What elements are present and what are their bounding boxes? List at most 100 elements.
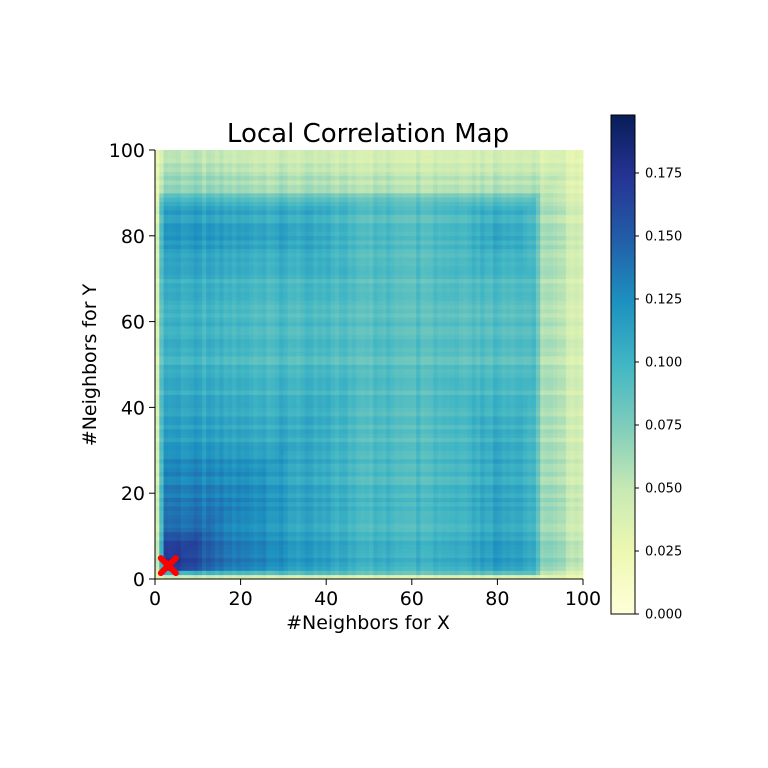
heatmap-cell xyxy=(458,446,464,451)
heatmap-cell xyxy=(330,557,336,563)
heatmap-cell xyxy=(167,433,173,438)
heatmap-cell xyxy=(257,385,263,391)
heatmap-cell xyxy=(257,403,263,408)
heatmap-cell xyxy=(296,437,301,443)
heatmap-cell xyxy=(296,540,301,546)
heatmap-cell xyxy=(232,553,237,558)
heatmap-cell xyxy=(518,574,524,580)
heatmap-cell xyxy=(253,377,259,383)
heatmap-cell xyxy=(291,574,297,580)
heatmap-cell xyxy=(578,471,584,477)
heatmap-cell xyxy=(394,407,400,413)
heatmap-cell xyxy=(223,377,229,383)
heatmap-cell xyxy=(467,424,473,430)
heatmap-cell xyxy=(249,463,254,468)
heatmap-cell xyxy=(232,514,237,520)
heatmap-cell xyxy=(518,398,524,404)
heatmap-cell xyxy=(544,527,550,533)
heatmap-cell xyxy=(428,493,434,498)
heatmap-cell xyxy=(304,454,310,460)
heatmap-cell xyxy=(403,527,408,533)
heatmap-cell xyxy=(548,403,554,408)
heatmap-cell xyxy=(321,467,327,473)
heatmap-cell xyxy=(330,377,336,383)
heatmap-cell xyxy=(189,570,194,576)
heatmap-cell xyxy=(458,415,464,421)
heatmap-cell xyxy=(561,377,567,383)
heatmap-cell xyxy=(574,446,580,451)
heatmap-cell xyxy=(227,450,233,455)
heatmap-cell xyxy=(386,420,391,425)
heatmap-cell xyxy=(544,510,550,516)
heatmap-cell xyxy=(424,433,430,438)
heatmap-cell xyxy=(321,394,327,400)
heatmap-cell xyxy=(347,446,353,451)
heatmap-cell xyxy=(476,544,481,550)
heatmap-cell xyxy=(561,476,567,481)
heatmap-cell xyxy=(296,553,301,558)
heatmap-cell xyxy=(193,484,199,490)
heatmap-cell xyxy=(386,428,391,434)
heatmap-cell xyxy=(202,433,207,438)
heatmap-cell xyxy=(193,433,199,438)
heatmap-cell xyxy=(527,407,533,413)
heatmap-cell xyxy=(163,433,169,438)
heatmap-cell xyxy=(343,484,348,490)
heatmap-cell xyxy=(441,574,447,580)
heatmap-cell xyxy=(210,433,216,438)
heatmap-cell xyxy=(189,381,194,387)
heatmap-cell xyxy=(257,544,263,550)
heatmap-cell xyxy=(163,424,169,430)
heatmap-cell xyxy=(488,488,494,494)
heatmap-cell xyxy=(257,480,263,486)
heatmap-cell xyxy=(304,428,310,434)
heatmap-cell xyxy=(317,514,323,520)
heatmap-cell xyxy=(262,373,267,378)
heatmap-cell xyxy=(176,403,182,408)
heatmap-cell xyxy=(236,411,241,417)
heatmap-cell xyxy=(570,497,575,503)
heatmap-cell xyxy=(193,454,199,460)
heatmap-cell xyxy=(518,480,524,486)
heatmap-cell xyxy=(219,480,224,486)
heatmap-cell xyxy=(394,484,400,490)
heatmap-cell xyxy=(488,480,494,486)
heatmap-cell xyxy=(441,385,447,391)
heatmap-cell xyxy=(291,450,297,455)
heatmap-cell xyxy=(176,394,182,400)
heatmap-cell xyxy=(437,407,443,413)
heatmap-cell xyxy=(557,433,562,438)
heatmap-cell xyxy=(279,574,284,580)
heatmap-cell xyxy=(557,548,562,554)
heatmap-cell xyxy=(364,398,370,404)
heatmap-cell xyxy=(386,403,391,408)
heatmap-cell xyxy=(540,476,545,481)
heatmap-cell xyxy=(578,390,584,395)
heatmap-cell xyxy=(501,467,507,473)
heatmap-cell xyxy=(176,531,182,537)
heatmap-cell xyxy=(565,488,571,494)
heatmap-cell xyxy=(381,381,387,387)
heatmap-cell xyxy=(381,544,387,550)
heatmap-cell xyxy=(244,510,250,516)
heatmap-cell xyxy=(471,385,477,391)
heatmap-cell xyxy=(283,493,289,498)
heatmap-cell xyxy=(270,544,276,550)
heatmap-cell xyxy=(300,433,306,438)
heatmap-cell xyxy=(249,411,254,417)
heatmap-cell xyxy=(343,385,348,391)
heatmap-cell xyxy=(377,403,383,408)
heatmap-cell xyxy=(253,428,259,434)
heatmap-cell xyxy=(270,364,276,370)
heatmap-cell xyxy=(377,518,383,524)
heatmap-cell xyxy=(476,381,481,387)
heatmap-cell xyxy=(493,390,498,395)
heatmap-cell xyxy=(155,566,160,571)
heatmap-cell xyxy=(484,428,490,434)
heatmap-cell xyxy=(364,531,370,537)
heatmap-cell xyxy=(317,398,323,404)
heatmap-cell xyxy=(351,373,357,378)
heatmap-cell xyxy=(548,501,554,507)
heatmap-cell xyxy=(309,531,314,537)
heatmap-cell xyxy=(467,566,473,571)
